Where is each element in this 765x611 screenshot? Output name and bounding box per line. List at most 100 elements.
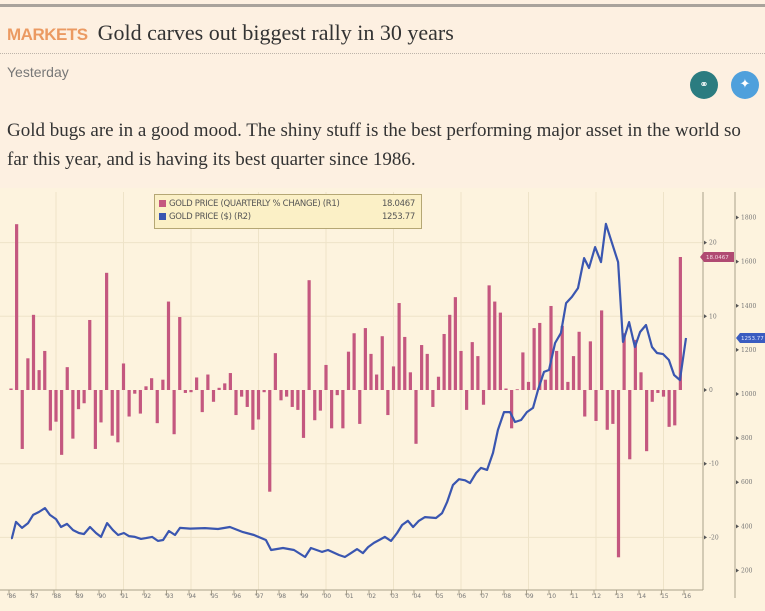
bar: [656, 390, 660, 393]
bar: [346, 351, 351, 390]
bar: [37, 370, 41, 390]
bar: [611, 390, 615, 424]
bar: [678, 256, 682, 390]
bar: [577, 331, 581, 390]
legend-item-pct-change: GOLD PRICE (QUARTERLY % CHANGE) (R1) 18.…: [155, 197, 421, 210]
x-tick-label: '01: [344, 593, 353, 600]
r1-tick-label: -20: [709, 534, 719, 541]
r2-tick-label: 600: [741, 479, 753, 486]
r2-tick-label: 1400: [741, 303, 756, 310]
link-icon[interactable]: ⚭: [690, 71, 718, 99]
x-tick-label: '16: [682, 593, 691, 600]
bar: [93, 390, 97, 449]
r2-tick-label: 1000: [741, 391, 756, 398]
section-label[interactable]: MARKETS: [7, 25, 88, 44]
price-line: [10, 222, 688, 559]
bar: [245, 390, 249, 407]
legend-swatch: [159, 213, 166, 220]
bar: [206, 374, 210, 390]
bar: [228, 373, 232, 390]
r1-tick: [704, 388, 707, 392]
bar: [211, 390, 216, 402]
bar: [313, 390, 317, 421]
r2-tick: [736, 303, 739, 308]
bar: [470, 342, 474, 390]
bar: [414, 390, 418, 444]
bar: [76, 390, 81, 410]
bar: [161, 379, 165, 390]
x-tick-label: '90: [97, 593, 106, 600]
r2-tick: [736, 568, 739, 573]
bar: [296, 390, 300, 410]
bar: [82, 390, 86, 404]
r1-tick: [704, 535, 707, 540]
twitter-icon[interactable]: ✦: [731, 71, 759, 99]
bar: [279, 390, 283, 401]
x-tick-label: '08: [502, 593, 511, 600]
bar: [616, 390, 621, 558]
bar: [110, 390, 114, 436]
bar: [256, 390, 261, 420]
legend-value: 18.0467: [381, 198, 415, 209]
bar: [166, 301, 171, 390]
top-rule: [0, 4, 765, 7]
x-tick-label: '15: [659, 593, 668, 600]
bar: [251, 390, 255, 430]
x-tick-label: '98: [277, 593, 286, 600]
bar: [150, 378, 154, 390]
bar: [144, 386, 148, 390]
bar: [318, 390, 322, 411]
bar: [358, 390, 362, 424]
bar: [15, 224, 19, 390]
r1-tick-label: 10: [709, 313, 717, 320]
bar: [532, 328, 536, 390]
bar: [262, 390, 266, 393]
x-tick-label: '93: [164, 593, 173, 600]
bar: [105, 272, 109, 390]
legend-label: GOLD PRICE (QUARTERLY % CHANGE) (R1): [169, 198, 340, 209]
r2-tick: [736, 480, 739, 485]
bar: [622, 333, 626, 390]
bar: [335, 390, 339, 396]
r2-tick: [736, 215, 739, 220]
x-tick-label: '88: [52, 593, 61, 600]
bar: [555, 350, 559, 390]
bar: [588, 341, 592, 390]
bar: [88, 319, 92, 390]
bar: [31, 314, 36, 390]
r1-tick-label: -10: [709, 461, 719, 468]
x-tick-label: '11: [569, 593, 578, 600]
headline: MARKETS Gold carves out biggest rally in…: [7, 20, 454, 46]
r1-tick: [704, 240, 707, 245]
x-tick-label: '99: [299, 593, 308, 600]
x-tick-label: '95: [209, 593, 218, 600]
bar: [571, 356, 576, 390]
bar: [375, 374, 379, 390]
bar: [645, 390, 649, 452]
x-tick-label: '04: [412, 593, 421, 600]
x-tick-label: '00: [322, 593, 331, 600]
bar: [99, 390, 103, 423]
bar: [583, 390, 587, 417]
r2-tick: [736, 524, 739, 529]
bar: [48, 390, 52, 431]
r1-tick-label: 0: [709, 387, 713, 394]
bar: [116, 390, 120, 443]
bar: [324, 364, 328, 390]
x-tick-label: '10: [547, 593, 556, 600]
bar: [465, 390, 469, 410]
bar: [386, 390, 390, 416]
bar: [330, 390, 334, 429]
bar: [391, 366, 396, 390]
article-title[interactable]: Gold carves out biggest rally in 30 year…: [97, 20, 454, 45]
bar: [442, 333, 446, 390]
bar: [538, 322, 542, 390]
bar: [9, 388, 13, 390]
x-tick-label: '14: [637, 593, 646, 600]
bar: [628, 390, 632, 460]
bar: [425, 353, 429, 390]
bar: [301, 390, 306, 438]
legend-swatch: [159, 200, 166, 207]
bar: [397, 303, 401, 390]
bar: [65, 367, 69, 390]
